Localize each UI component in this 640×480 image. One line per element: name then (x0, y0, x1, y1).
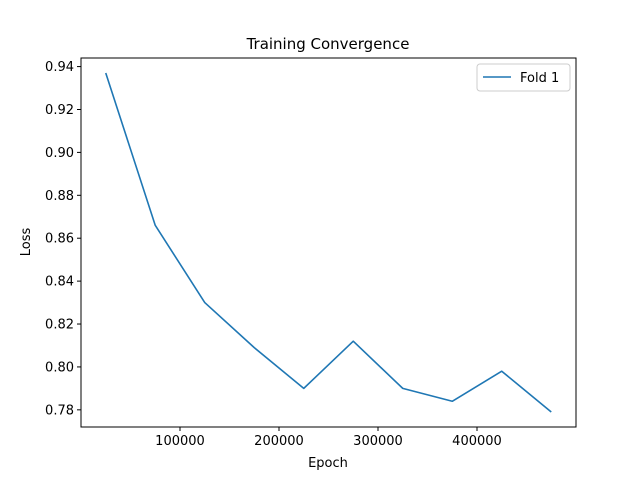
y-tick-label: 0.94 (45, 60, 74, 75)
axis-ticks: 100000 200000 300000 400000 0.78 0.80 0.82 0.84… (45, 60, 502, 449)
series-group (104, 72, 552, 413)
y-tick-label: 0.80 (45, 360, 74, 375)
legend-box (476, 63, 571, 92)
y-tick-label: 0.78 (45, 403, 74, 418)
x-tick-label: 200000 (254, 434, 304, 449)
x-tick-label: 100000 (155, 434, 205, 449)
y-tick-label: 0.86 (45, 232, 74, 247)
y-tick-label: 0.88 (45, 189, 74, 204)
y-axis-label: Loss (19, 228, 34, 257)
y-tick-label: 0.90 (45, 146, 74, 161)
legend-label: Fold 1 (520, 71, 559, 86)
y-tick-label: 0.84 (45, 275, 74, 290)
x-tick-label: 400000 (452, 434, 502, 449)
y-tick-label: 0.82 (45, 318, 74, 333)
legend: Fold 1 (476, 63, 571, 92)
plot-area (80, 57, 577, 428)
series-line (104, 72, 552, 413)
chart-title: Training Convergence (246, 35, 410, 53)
x-tick-label: 300000 (353, 434, 403, 449)
x-axis-label: Epoch (308, 456, 348, 471)
y-tick-label: 0.92 (45, 103, 74, 118)
